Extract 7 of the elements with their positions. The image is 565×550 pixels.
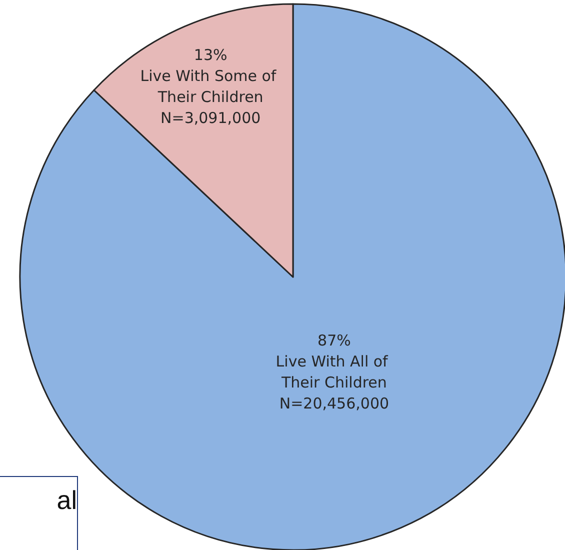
text: 13% (194, 46, 228, 64)
slice-label: Live With Some of Their Children (140, 67, 281, 106)
text: 87% (318, 332, 351, 350)
text: N=3,091,000 (160, 109, 261, 128)
text: N=20,456,000 (279, 394, 390, 413)
text-box: al (0, 476, 78, 550)
slice-label: Live With All of Their Children (276, 352, 393, 392)
